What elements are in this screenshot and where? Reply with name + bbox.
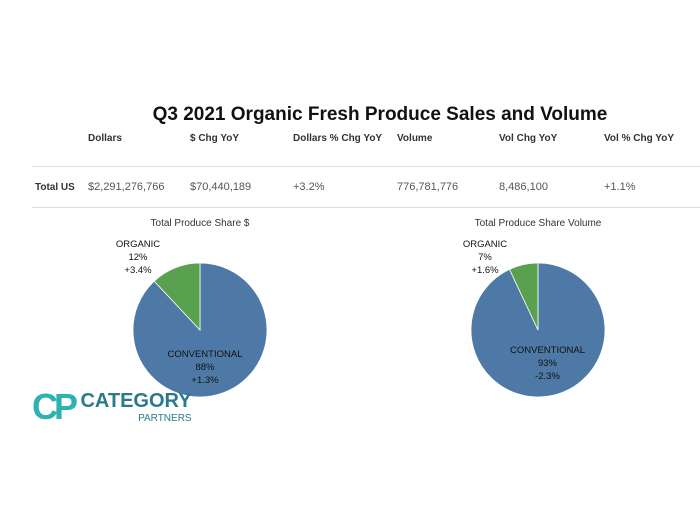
header-dollar-chg: $ Chg YoY: [190, 133, 240, 144]
divider: [32, 166, 700, 167]
organic-name: ORGANIC: [462, 239, 508, 250]
header-vol-pct-chg: Vol % Chg YoY: [604, 133, 675, 144]
conventional-name: CONVENTIONAL: [510, 345, 585, 356]
header-dollars: Dollars: [88, 133, 122, 144]
conventional-share: 93%: [537, 358, 557, 369]
category-partners-logo: CP CATEGORY PARTNERS: [32, 386, 192, 428]
pie-slice-organic: [153, 262, 201, 332]
pie2-conventional-label: CONVENTIONAL 93% -2.3%: [500, 344, 595, 383]
cell-dollar-pct-chg: +3.2%: [293, 181, 325, 193]
header-volume: Volume: [397, 133, 433, 144]
row-label: Total US: [35, 182, 75, 193]
pie1-organic-label: ORGANIC 12% +3.4%: [108, 238, 168, 277]
pie-slice-organic: [508, 262, 539, 331]
logo-text-partners: PARTNERS: [138, 413, 192, 424]
pie2-title: Total Produce Share Volume: [474, 218, 602, 229]
logo-text-category: CATEGORY: [80, 390, 192, 412]
conventional-share: 88%: [195, 362, 215, 373]
organic-chg: +1.6%: [471, 265, 499, 276]
conventional-chg: +1.3%: [191, 375, 219, 386]
divider: [32, 207, 700, 208]
cell-dollar-chg: $70,440,189: [190, 181, 252, 193]
organic-share: 12%: [128, 252, 148, 263]
page-title: Q3 2021 Organic Fresh Produce Sales and …: [152, 104, 608, 125]
organic-name: ORGANIC: [115, 239, 161, 250]
header-dollar-pct-chg: Dollars % Chg YoY: [293, 133, 383, 144]
pie1-conventional-label: CONVENTIONAL 88% +1.3%: [160, 348, 250, 387]
pie1-title: Total Produce Share $: [150, 218, 250, 229]
header-vol-chg: Vol Chg YoY: [499, 133, 558, 144]
organic-share: 7%: [478, 252, 492, 263]
pie2-organic-label: ORGANIC 7% +1.6%: [455, 238, 515, 277]
conventional-name: CONVENTIONAL: [167, 349, 243, 360]
cell-volume: 776,781,776: [397, 181, 459, 193]
organic-chg: +3.4%: [124, 265, 152, 276]
logo-mark: CP: [32, 386, 78, 427]
cell-vol-chg: 8,486,100: [499, 181, 548, 193]
cell-dollars: $2,291,276,766: [88, 181, 165, 193]
cell-vol-pct-chg: +1.1%: [604, 181, 636, 193]
conventional-chg: -2.3%: [535, 371, 560, 382]
